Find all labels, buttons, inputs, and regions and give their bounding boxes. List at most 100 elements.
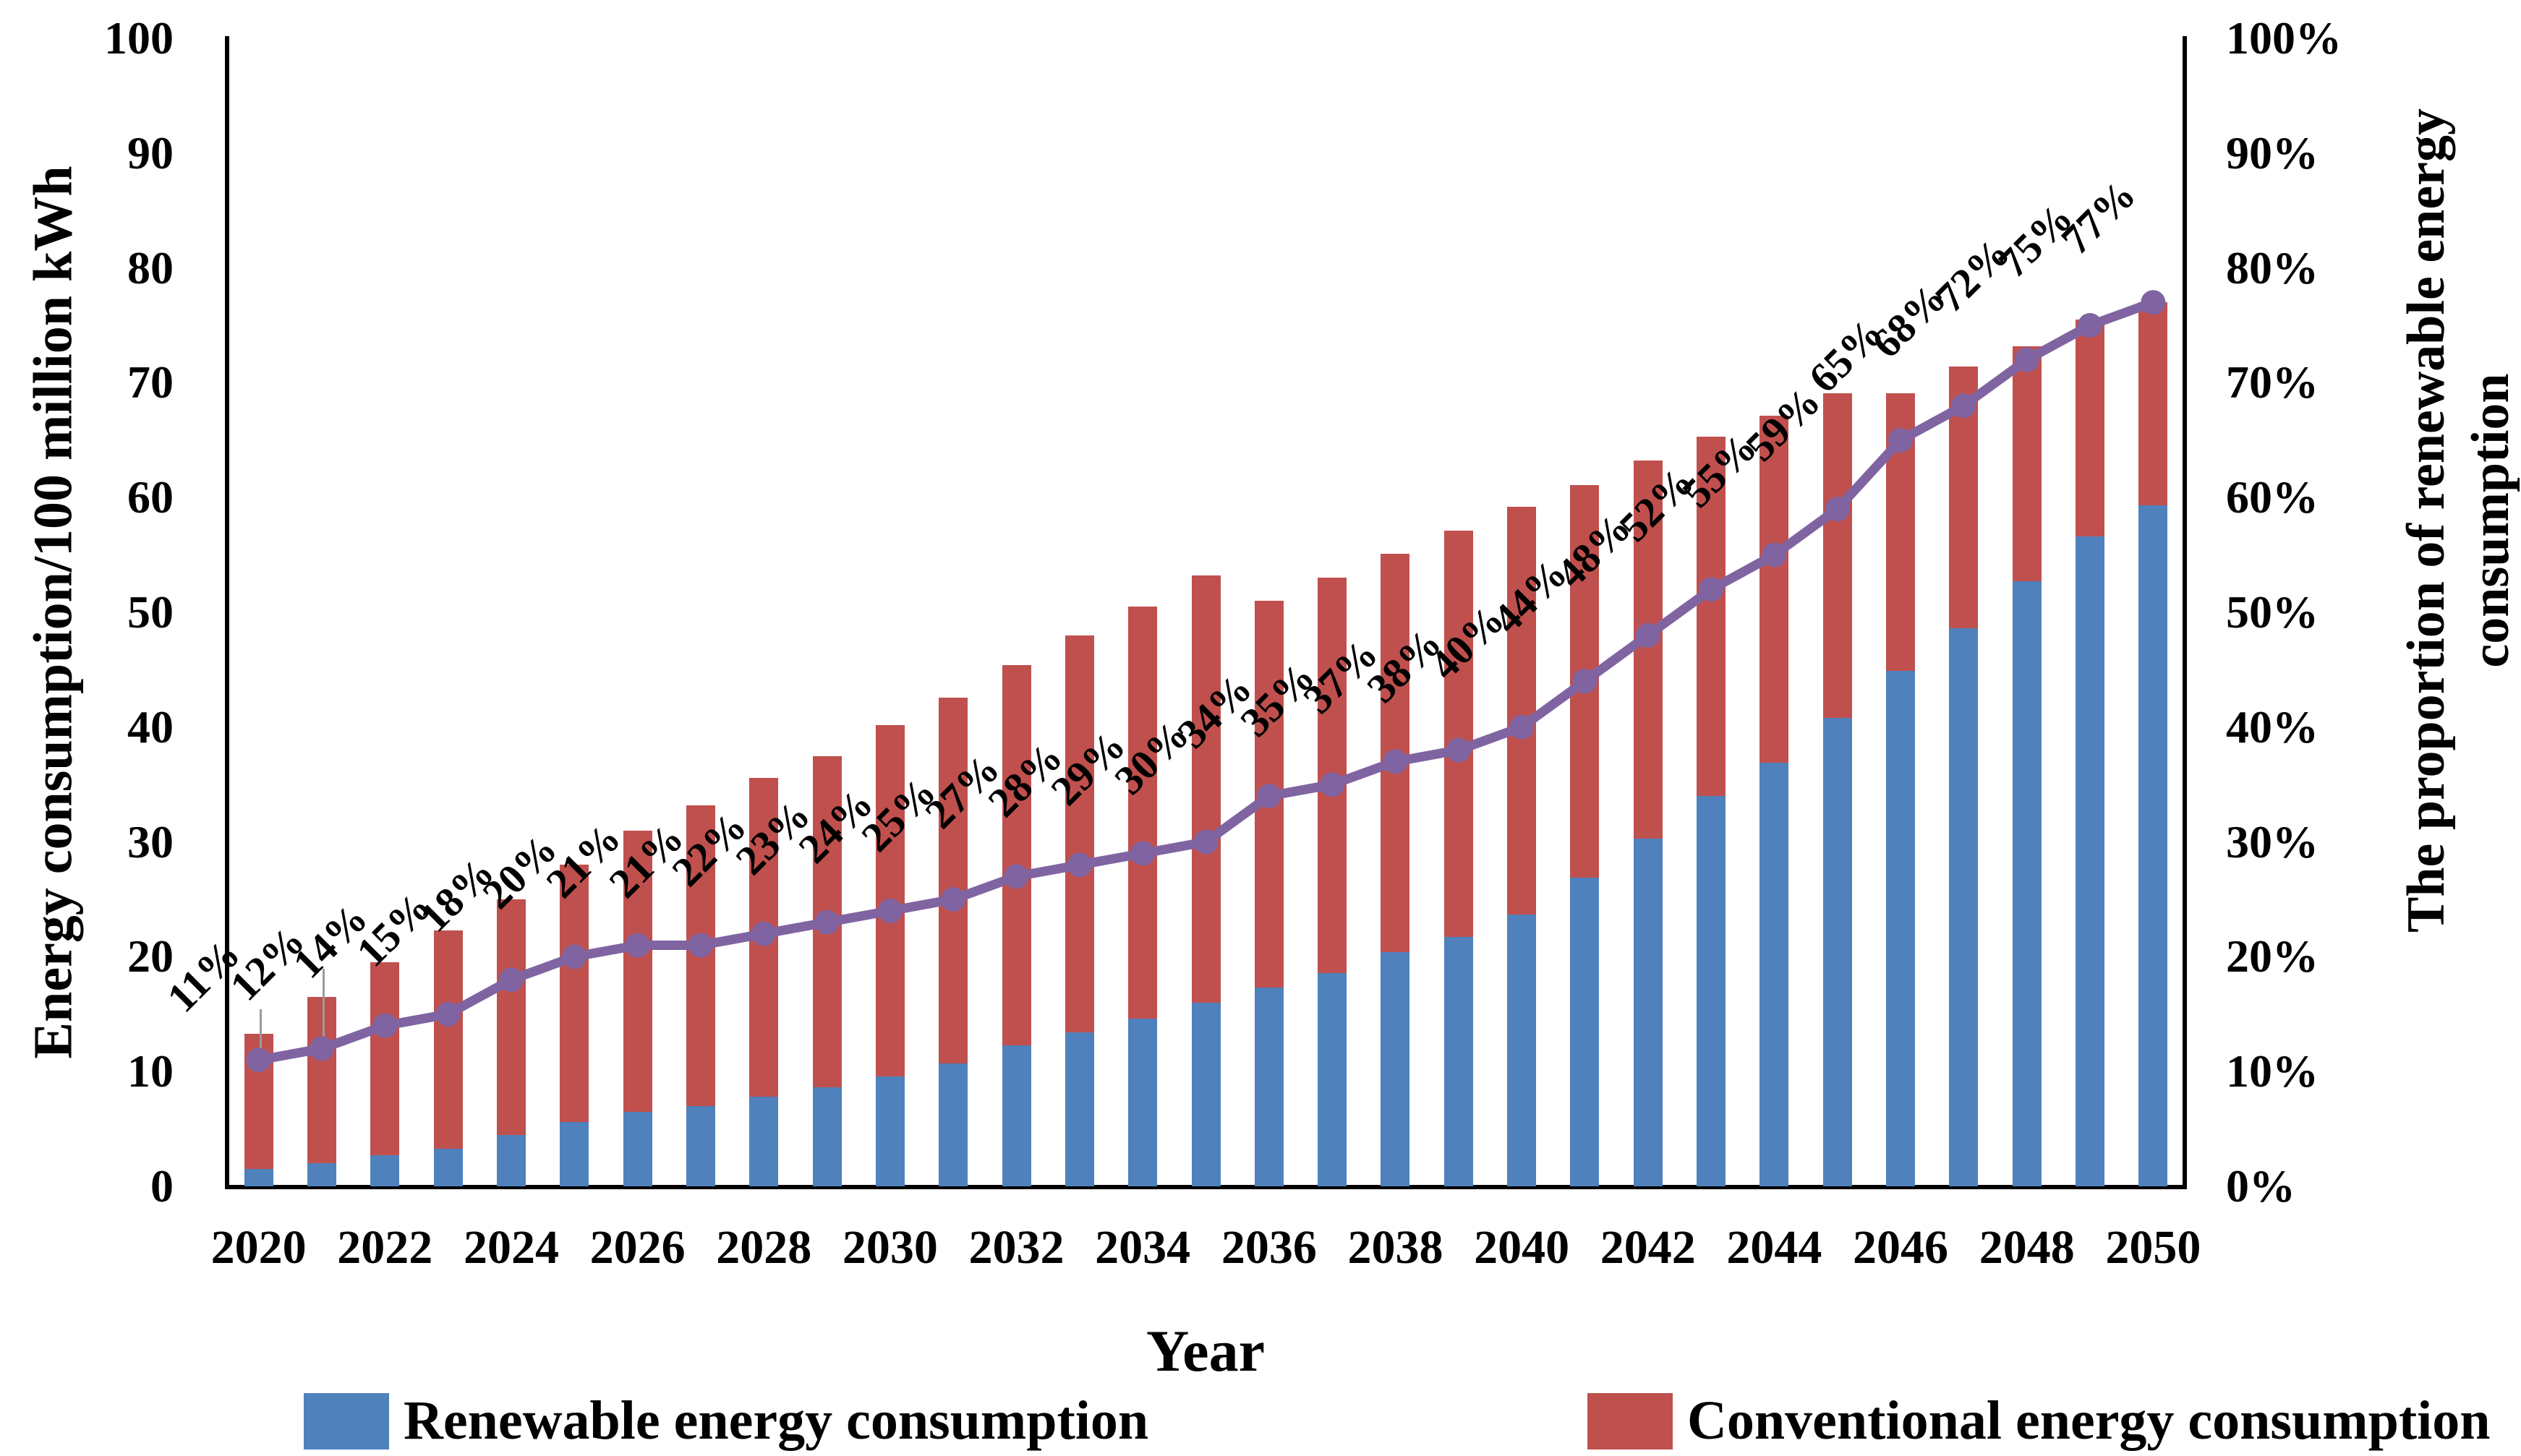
y-right-tick-40%: 40% <box>2226 701 2319 753</box>
x-tick-2022: 2022 <box>337 1221 433 1274</box>
y-right-tick-70%: 70% <box>2226 356 2319 408</box>
label-leader-line-2020 <box>259 1009 262 1061</box>
y-left-tick-100: 100 <box>104 12 174 64</box>
proportion-marker-2038 <box>1383 749 1408 774</box>
bar-renewable-2021 <box>307 1163 336 1186</box>
legend-label-conventional: Conventional energy consumption <box>1687 1390 2491 1451</box>
proportion-marker-2023 <box>435 1001 461 1027</box>
bar-conventional-2034 <box>1128 607 1158 1019</box>
proportion-marker-2047 <box>1951 393 1976 419</box>
bar-renewable-2027 <box>686 1105 715 1186</box>
bar-conventional-2023 <box>433 930 463 1149</box>
proportion-marker-2040 <box>1509 714 1535 740</box>
y-left-tick-20: 20 <box>127 930 174 982</box>
bar-renewable-2044 <box>1759 763 1789 1186</box>
bar-conventional-2040 <box>1507 506 1537 915</box>
bar-renewable-2025 <box>560 1122 589 1186</box>
x-tick-2030: 2030 <box>842 1221 938 1274</box>
y-left-tick-60: 60 <box>127 471 174 523</box>
x-tick-2034: 2034 <box>1095 1221 1191 1274</box>
y-left-tick-90: 90 <box>127 127 174 179</box>
proportion-marker-2030 <box>877 898 903 923</box>
bar-conventional-2031 <box>939 697 968 1064</box>
proportion-marker-2024 <box>498 967 524 993</box>
y-right-tick-20%: 20% <box>2226 930 2319 982</box>
x-tick-2048: 2048 <box>1979 1221 2075 1274</box>
bar-renewable-2045 <box>1822 718 1852 1186</box>
proportion-marker-2036 <box>1256 784 1281 809</box>
bar-renewable-2032 <box>1002 1045 1031 1186</box>
y-left-tick-70: 70 <box>127 356 174 408</box>
bar-renewable-2042 <box>1633 838 1663 1186</box>
bar-conventional-2033 <box>1065 635 1094 1033</box>
bar-conventional-2035 <box>1191 575 1221 1003</box>
proportion-marker-2045 <box>1825 497 1850 522</box>
x-tick-2028: 2028 <box>716 1221 812 1274</box>
bar-renewable-2020 <box>244 1169 273 1186</box>
y-right-tick-60%: 60% <box>2226 471 2319 523</box>
bar-conventional-2048 <box>2012 346 2042 582</box>
bar-conventional-2025 <box>560 865 589 1123</box>
y-right-tick-80%: 80% <box>2226 241 2319 294</box>
label-leader-line-2021 <box>322 969 325 1049</box>
bar-renewable-2022 <box>370 1155 400 1186</box>
proportion-marker-2027 <box>688 933 713 958</box>
proportion-marker-2031 <box>941 887 966 912</box>
x-tick-2024: 2024 <box>463 1221 559 1274</box>
bar-conventional-2044 <box>1759 416 1789 763</box>
legend-swatch-renewable <box>304 1392 389 1449</box>
bar-renewable-2024 <box>496 1134 526 1186</box>
y-right-tick-90%: 90% <box>2226 127 2319 179</box>
y-right-tick-30%: 30% <box>2226 815 2319 868</box>
x-tick-2036: 2036 <box>1221 1221 1317 1274</box>
proportion-marker-2049 <box>2078 313 2103 338</box>
y-left-tick-40: 40 <box>127 701 174 753</box>
bar-renewable-2037 <box>1318 972 1347 1186</box>
proportion-marker-2032 <box>1004 864 1029 889</box>
bar-conventional-2026 <box>623 830 652 1112</box>
y-left-tick-80: 80 <box>127 241 174 294</box>
proportion-marker-2050 <box>2141 290 2166 315</box>
bar-renewable-2047 <box>1949 628 1979 1186</box>
bar-conventional-2039 <box>1443 531 1473 938</box>
proportion-marker-2048 <box>2014 347 2039 372</box>
bar-renewable-2043 <box>1697 796 1726 1186</box>
bar-conventional-2045 <box>1822 393 1852 719</box>
x-tick-2042: 2042 <box>1600 1221 1696 1274</box>
proportion-marker-2043 <box>1699 577 1724 602</box>
y-left-tick-50: 50 <box>127 586 174 638</box>
x-tick-2050: 2050 <box>2105 1221 2201 1274</box>
bar-renewable-2050 <box>2138 505 2168 1186</box>
bar-conventional-2032 <box>1002 665 1031 1045</box>
proportion-marker-2021 <box>309 1036 334 1061</box>
y-axis-left-line <box>225 36 229 1189</box>
bar-conventional-2042 <box>1633 461 1663 839</box>
bar-renewable-2034 <box>1128 1019 1158 1186</box>
bar-conventional-2022 <box>370 962 400 1156</box>
y-right-tick-10%: 10% <box>2226 1045 2319 1097</box>
bar-renewable-2049 <box>2076 536 2105 1186</box>
proportion-marker-2046 <box>1888 427 1914 453</box>
x-axis-line <box>225 1185 2187 1189</box>
x-tick-2044: 2044 <box>1726 1221 1822 1274</box>
proportion-marker-2026 <box>625 933 650 958</box>
x-tick-2046: 2046 <box>1853 1221 1949 1274</box>
bar-conventional-2043 <box>1697 437 1726 797</box>
legend-item-renewable: Renewable energy consumption <box>304 1389 1148 1452</box>
y-left-tick-30: 30 <box>127 815 174 868</box>
proportion-marker-2029 <box>814 909 840 935</box>
proportion-marker-2025 <box>562 944 587 969</box>
bar-renewable-2023 <box>433 1148 463 1186</box>
proportion-marker-2037 <box>1320 772 1345 797</box>
bar-renewable-2040 <box>1507 914 1537 1186</box>
bar-renewable-2031 <box>939 1063 968 1186</box>
y-right-tick-50%: 50% <box>2226 586 2319 638</box>
proportion-marker-2020 <box>246 1048 271 1073</box>
proportion-marker-2039 <box>1446 737 1471 763</box>
proportion-marker-2041 <box>1572 669 1598 694</box>
bar-renewable-2036 <box>1254 988 1284 1186</box>
proportion-marker-2033 <box>1067 852 1092 878</box>
x-tick-2040: 2040 <box>1474 1221 1570 1274</box>
